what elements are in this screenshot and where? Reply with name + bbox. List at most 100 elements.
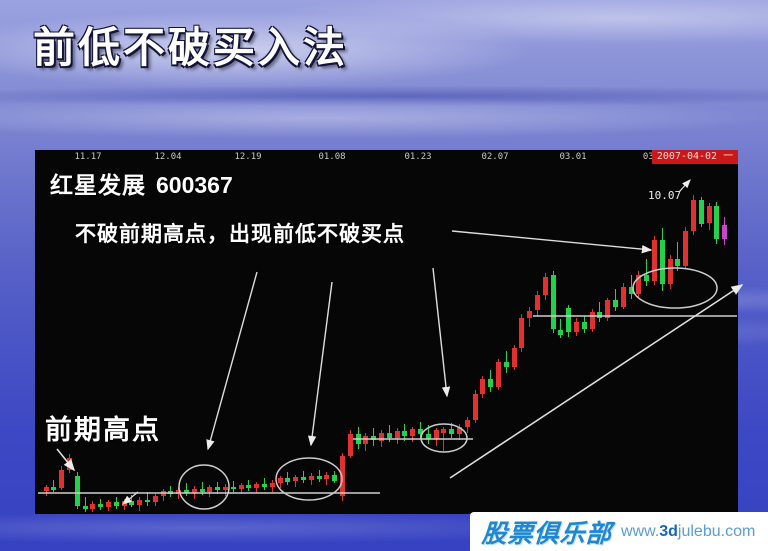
candle-wick xyxy=(53,480,55,493)
candle-body xyxy=(620,286,626,307)
candle-body xyxy=(534,295,540,311)
candle-body xyxy=(690,199,696,232)
candle-body xyxy=(410,429,416,437)
candle-body xyxy=(207,487,213,492)
candle-body xyxy=(722,224,728,239)
candle-body xyxy=(59,469,65,489)
candle-body xyxy=(589,311,595,330)
candle-body xyxy=(339,455,345,497)
candle-wick xyxy=(84,497,86,512)
candle-body xyxy=(90,503,96,509)
candle-body xyxy=(176,489,182,495)
candle-body xyxy=(152,496,158,503)
candle-body xyxy=(706,205,712,224)
stock-name: 红星发展 xyxy=(50,172,146,198)
candle-body xyxy=(449,429,455,435)
candle-body xyxy=(667,258,673,284)
watermark-url: www.3djulebu.com xyxy=(621,523,755,541)
url-bold: 3d xyxy=(659,522,678,540)
candle-body xyxy=(261,484,267,487)
candle-wick xyxy=(677,242,679,272)
date-tick: 03. xyxy=(642,152,660,162)
candle-body xyxy=(371,436,377,441)
candle-body xyxy=(43,487,49,491)
candle-body xyxy=(675,258,681,267)
stock-header: 红星发展 600367 xyxy=(50,166,233,200)
candle-body xyxy=(215,487,221,491)
date-tick: 12.04 xyxy=(154,152,182,162)
candle-body xyxy=(98,503,104,508)
current-date: 2007-04-02 xyxy=(656,151,718,162)
candle-body xyxy=(542,276,548,296)
candle-wick xyxy=(232,480,234,493)
candlestick-series xyxy=(35,150,738,514)
candle-body xyxy=(144,499,150,503)
candle-body xyxy=(628,286,634,295)
candle-body xyxy=(269,482,275,487)
candle-body xyxy=(651,239,657,282)
candle-body xyxy=(636,275,642,295)
candle-body xyxy=(386,433,392,438)
candle-body xyxy=(417,429,423,435)
candle-body xyxy=(425,434,431,440)
candle-wick xyxy=(263,478,265,490)
candle-body xyxy=(511,347,517,367)
annotation-main-text: 不破前期高点，出现前低不破买点 xyxy=(75,223,405,246)
date-tick: 03.01 xyxy=(559,152,587,162)
watermark-brand: 股票俱乐部 xyxy=(480,519,613,548)
candle-body xyxy=(355,434,361,445)
candle-body xyxy=(246,485,252,488)
candle-body xyxy=(332,474,338,481)
date-tick: 02.07 xyxy=(481,152,509,162)
candle-body xyxy=(316,475,322,480)
candle-body xyxy=(495,362,501,388)
watermark-box: 股票俱乐部 www.3djulebu.com xyxy=(470,512,768,551)
candle-body xyxy=(378,433,384,441)
candle-body xyxy=(183,489,189,493)
candle-body xyxy=(66,458,72,470)
date-tick: 01.23 xyxy=(404,152,432,162)
annotation-prior-high-text: 前期高点 xyxy=(45,415,161,445)
candle-body xyxy=(527,310,533,319)
candle-body xyxy=(191,488,197,493)
candle-body xyxy=(612,300,618,307)
candle-body xyxy=(566,308,572,332)
candle-body xyxy=(324,474,330,479)
stock-chart-panel: 11.17 12.04 12.19 01.08 01.23 02.07 03.01 03. 2… xyxy=(35,150,738,514)
candle-body xyxy=(238,485,244,490)
candle-wick xyxy=(146,492,148,506)
candle-body xyxy=(254,484,260,488)
candle-body xyxy=(441,429,447,433)
candle-body xyxy=(503,362,509,367)
candle-body xyxy=(129,501,135,505)
candle-body xyxy=(480,379,486,394)
candle-body xyxy=(394,431,400,438)
current-date-badge: 2007-04-02 一 xyxy=(652,150,738,164)
candle-body xyxy=(433,430,439,440)
candle-body xyxy=(137,499,143,505)
candle-body xyxy=(199,488,205,492)
candle-body xyxy=(74,475,80,506)
candle-body xyxy=(168,491,174,495)
url-prefix: www. xyxy=(621,522,660,540)
candle-body xyxy=(464,420,470,427)
candle-body xyxy=(519,318,525,348)
candle-body xyxy=(51,487,57,490)
candle-body xyxy=(581,321,587,330)
candle-body xyxy=(698,199,704,224)
candle-body xyxy=(105,502,111,508)
candle-body xyxy=(714,205,720,239)
candle-body xyxy=(597,311,603,319)
date-tick: 12.19 xyxy=(234,152,262,162)
candle-body xyxy=(363,436,369,445)
current-date-suffix: 一 xyxy=(723,151,734,162)
candle-body xyxy=(293,477,299,482)
date-tick: 11.17 xyxy=(74,152,102,162)
candle-body xyxy=(488,379,494,388)
candle-body xyxy=(402,431,408,437)
slide-title: 前低不破买入法 xyxy=(33,24,349,71)
candle-body xyxy=(605,300,611,319)
candle-body xyxy=(456,426,462,435)
candle-body xyxy=(300,477,306,481)
